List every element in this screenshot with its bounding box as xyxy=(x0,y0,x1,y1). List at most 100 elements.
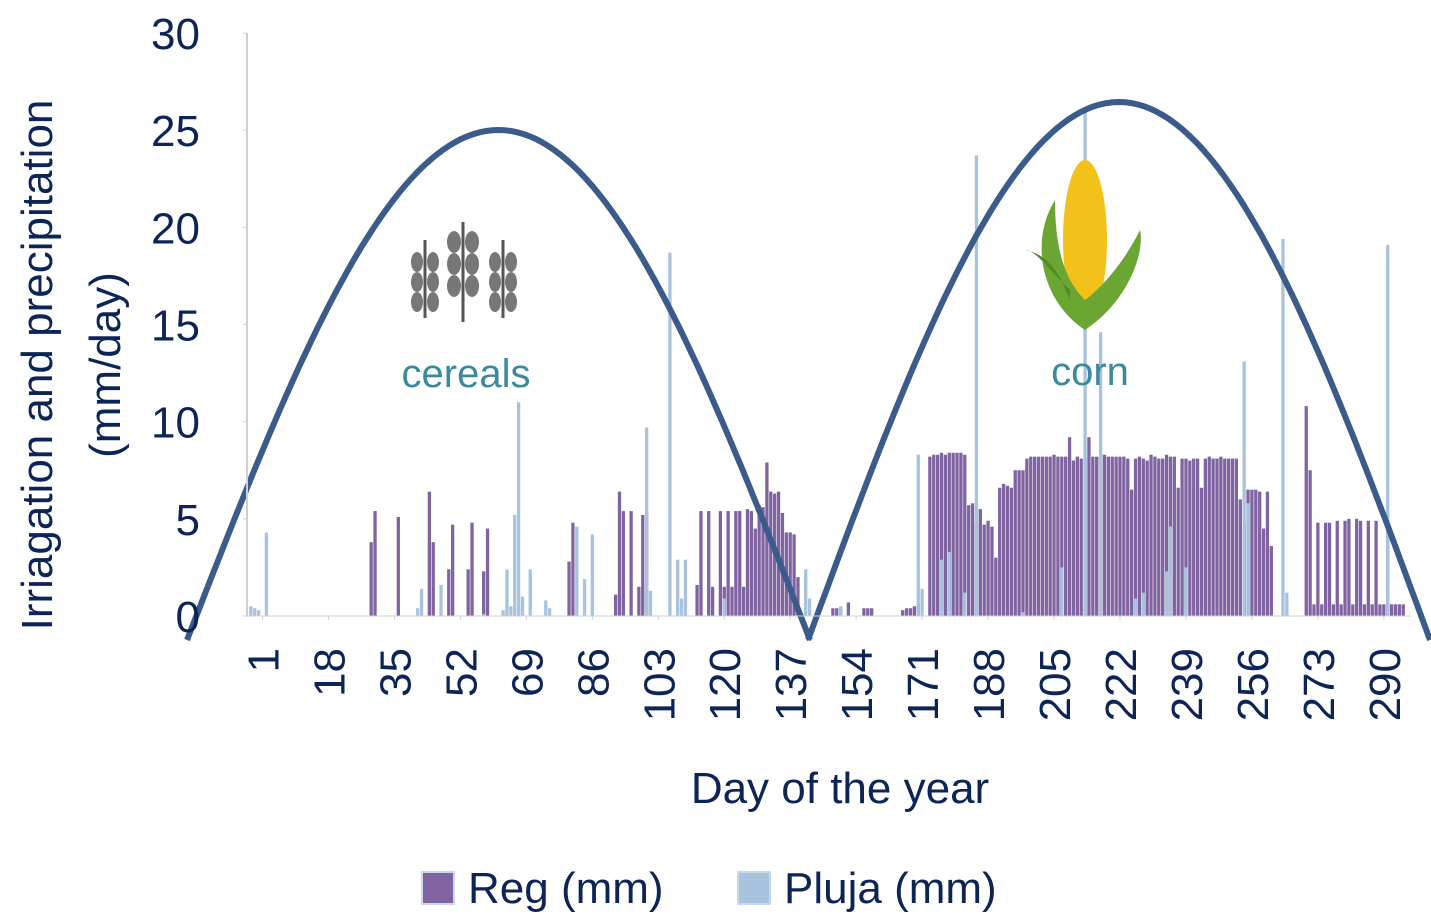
x-tick-label: 35 xyxy=(371,648,420,697)
bar xyxy=(1076,457,1079,616)
bar xyxy=(901,610,904,616)
bar xyxy=(1056,457,1059,616)
bar xyxy=(1266,492,1269,616)
bar xyxy=(1324,523,1327,616)
bar xyxy=(1200,488,1203,616)
bar xyxy=(1142,459,1145,616)
bar xyxy=(1180,459,1183,616)
bar xyxy=(1037,457,1040,616)
bar xyxy=(676,560,679,616)
bar xyxy=(1367,521,1370,616)
bar xyxy=(1270,546,1273,616)
chart: cereals corn Day of the year Irriagation… xyxy=(0,0,1431,916)
x-tick-label: 205 xyxy=(1031,648,1080,721)
bar xyxy=(249,606,252,616)
bar xyxy=(1126,459,1129,616)
x-tick-label: 52 xyxy=(437,648,486,697)
x-tick-label: 69 xyxy=(503,648,552,697)
bar xyxy=(983,525,986,616)
bar xyxy=(1177,488,1180,616)
bar xyxy=(1041,457,1044,616)
bar xyxy=(726,511,729,616)
bar xyxy=(1328,523,1331,616)
bar xyxy=(1394,604,1397,616)
bar xyxy=(1021,612,1024,616)
y-tick-label: 30 xyxy=(151,10,200,59)
bar xyxy=(746,509,749,616)
bar xyxy=(1169,527,1172,616)
bar xyxy=(1188,461,1191,616)
bar xyxy=(1204,459,1207,616)
bar xyxy=(967,505,970,616)
bar xyxy=(1359,521,1362,616)
bar xyxy=(1052,455,1055,616)
bar xyxy=(975,155,978,616)
y-tick-label: 10 xyxy=(151,399,200,448)
bar xyxy=(1211,459,1214,616)
bar xyxy=(971,503,974,616)
wheat-icon xyxy=(411,222,517,322)
bar xyxy=(1320,604,1323,616)
bar xyxy=(1343,521,1346,616)
bar xyxy=(1142,593,1145,616)
legend-swatch xyxy=(738,872,770,904)
bar xyxy=(963,593,966,616)
bar xyxy=(920,589,923,616)
bar xyxy=(750,511,753,616)
x-tick-label: 154 xyxy=(833,648,882,721)
bar xyxy=(1316,523,1319,616)
bar xyxy=(1371,604,1374,616)
bar xyxy=(397,517,400,616)
bar xyxy=(866,608,869,616)
bar xyxy=(1080,459,1083,616)
bar xyxy=(1351,604,1354,616)
bar xyxy=(1068,437,1071,616)
bar xyxy=(940,560,943,616)
bar xyxy=(1134,459,1137,616)
bar xyxy=(1111,457,1114,616)
bar xyxy=(932,455,935,616)
bar xyxy=(1033,457,1036,616)
bar xyxy=(789,532,792,616)
bar xyxy=(730,587,733,616)
bar xyxy=(1250,490,1253,616)
bar xyxy=(517,402,520,616)
bar xyxy=(979,509,982,616)
bar xyxy=(1010,488,1013,616)
bar xyxy=(544,600,547,616)
y-tick-label: 25 xyxy=(151,107,200,156)
y-tick-label: 20 xyxy=(151,204,200,253)
bar xyxy=(738,511,741,616)
bar xyxy=(831,608,834,616)
bar xyxy=(1355,519,1358,616)
bar xyxy=(482,571,485,616)
bar xyxy=(1262,529,1265,616)
bar xyxy=(529,569,532,616)
bar xyxy=(707,511,710,616)
bar xyxy=(1184,567,1187,616)
bar xyxy=(917,455,920,616)
bar xyxy=(1173,457,1176,616)
annotation: corn xyxy=(1051,350,1129,394)
bar xyxy=(1254,490,1257,616)
bar xyxy=(1215,459,1218,616)
bar xyxy=(513,515,516,616)
bar xyxy=(936,455,939,616)
bar xyxy=(1332,604,1335,616)
bar xyxy=(373,511,376,616)
bar xyxy=(680,599,683,616)
bar xyxy=(257,610,260,616)
bar xyxy=(1146,461,1149,616)
bar xyxy=(1235,459,1238,616)
bar xyxy=(1029,457,1032,616)
bar xyxy=(928,457,931,616)
bar xyxy=(428,492,431,616)
x-tick-label: 222 xyxy=(1097,648,1146,721)
bar xyxy=(591,534,594,616)
bar xyxy=(1243,361,1246,616)
bar xyxy=(618,492,621,616)
bar xyxy=(1002,484,1005,616)
bar xyxy=(758,505,761,616)
bar xyxy=(1045,457,1048,616)
bar xyxy=(467,569,470,616)
